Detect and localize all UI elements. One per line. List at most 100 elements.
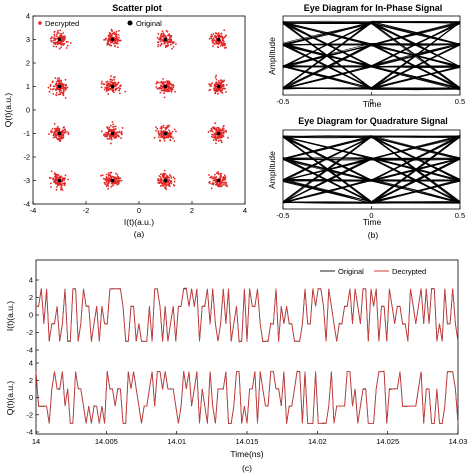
decrypted-point	[109, 81, 112, 83]
decrypted-point	[213, 173, 216, 176]
decrypted-point	[157, 41, 159, 44]
decrypted-point	[168, 185, 171, 187]
decrypted-point	[115, 30, 118, 33]
decrypted-point	[159, 176, 162, 178]
decrypted-point	[160, 87, 162, 90]
decrypted-point	[60, 185, 63, 188]
scatter-ytick-label: 0	[26, 106, 30, 115]
decrypted-point	[53, 123, 56, 125]
decrypted-point	[159, 35, 162, 37]
eye-xtick-label: -0.5	[277, 97, 290, 106]
decrypted-point	[51, 36, 53, 38]
decrypted-point	[116, 131, 119, 134]
decrypted-point	[55, 178, 58, 181]
decrypted-point	[159, 136, 162, 138]
decrypted-point	[69, 42, 72, 44]
decrypted-point	[207, 131, 210, 133]
decrypted-point	[105, 37, 108, 40]
decrypted-point	[166, 175, 168, 178]
decrypted-point	[110, 75, 112, 78]
decrypted-point	[165, 88, 167, 91]
original-point-7	[216, 84, 221, 89]
eye-xtick-label: -0.5	[277, 211, 290, 220]
decrypted-point	[110, 186, 112, 188]
decrypted-point	[108, 180, 111, 183]
decrypted-point	[116, 40, 119, 43]
decrypted-point	[116, 183, 119, 186]
time-ytick-label: 0	[29, 311, 33, 320]
scatter-panel: Scatter plot -4 -2 0 2 4 -4 -3 -2 -1 0 1 2 3 4 Decryp…	[3, 3, 247, 239]
decrypted-point	[105, 133, 107, 136]
decrypted-point	[164, 173, 167, 176]
decrypted-point	[215, 78, 218, 81]
legend-decrypted-label: Decrypted	[45, 19, 79, 28]
decrypted-point	[111, 33, 114, 35]
decrypted-point	[163, 43, 166, 45]
decrypted-point	[47, 86, 50, 89]
decrypted-point	[168, 40, 171, 43]
decrypted-point	[223, 43, 225, 46]
original-point-6	[163, 84, 168, 89]
decrypted-point	[55, 87, 58, 89]
decrypted-point	[159, 139, 161, 142]
decrypted-point	[217, 184, 219, 187]
decrypted-point	[158, 86, 161, 89]
decrypted-point	[60, 187, 63, 190]
decrypted-point	[161, 173, 164, 176]
decrypted-point	[159, 132, 162, 135]
time-xtick-label: 14.03	[449, 437, 468, 446]
decrypted-point	[53, 35, 56, 37]
decrypted-point	[116, 46, 119, 49]
decrypted-point	[110, 41, 112, 44]
decrypted-point	[53, 179, 56, 181]
time-ytick-label: 4	[29, 276, 33, 285]
decrypted-point	[217, 41, 220, 43]
decrypted-point	[64, 78, 67, 81]
time-axes-box	[35, 259, 459, 435]
decrypted-point	[107, 172, 110, 174]
decrypted-point	[217, 33, 220, 36]
decrypted-cluster-12	[48, 170, 69, 191]
decrypted-point	[173, 184, 176, 187]
original-point-10	[163, 131, 168, 136]
decrypted-point	[227, 136, 229, 139]
decrypted-point	[159, 91, 162, 94]
eye-trace	[282, 158, 461, 161]
decrypted-point	[169, 139, 172, 141]
decrypted-point	[117, 135, 120, 138]
decrypted-point	[160, 125, 163, 128]
decrypted-point	[173, 178, 176, 180]
decrypted-point	[58, 77, 60, 79]
decrypted-point	[213, 176, 216, 179]
decrypted-point	[219, 172, 222, 175]
decrypted-point	[217, 183, 220, 186]
decrypted-point	[52, 177, 55, 180]
time-ytick-label: 4	[29, 359, 33, 368]
decrypted-point	[170, 175, 172, 178]
decrypted-point	[220, 84, 223, 87]
decrypted-point	[110, 81, 113, 83]
decrypted-point	[55, 135, 57, 138]
decrypted-point	[168, 87, 171, 89]
decrypted-point	[49, 37, 52, 40]
decrypted-point	[111, 79, 114, 82]
q-decrypted-line	[35, 370, 459, 425]
decrypted-point	[111, 29, 113, 32]
eye-inphase-traces	[282, 20, 461, 91]
decrypted-point	[168, 33, 171, 36]
time-xtick-label: 14.015	[236, 437, 259, 446]
decrypted-point	[114, 41, 117, 44]
decrypted-point	[120, 137, 122, 140]
decrypted-point	[167, 34, 169, 37]
decrypted-point	[50, 182, 52, 185]
decrypted-point	[60, 36, 63, 39]
decrypted-point	[56, 31, 59, 34]
decrypted-point	[158, 133, 161, 136]
decrypted-point	[62, 44, 65, 46]
decrypted-point	[53, 127, 56, 130]
decrypted-point	[159, 185, 162, 187]
decrypted-point	[160, 32, 163, 35]
decrypted-point	[164, 137, 167, 139]
decrypted-point	[153, 136, 156, 139]
time-i-ylabel: I(t)(a.u.)	[5, 301, 15, 331]
